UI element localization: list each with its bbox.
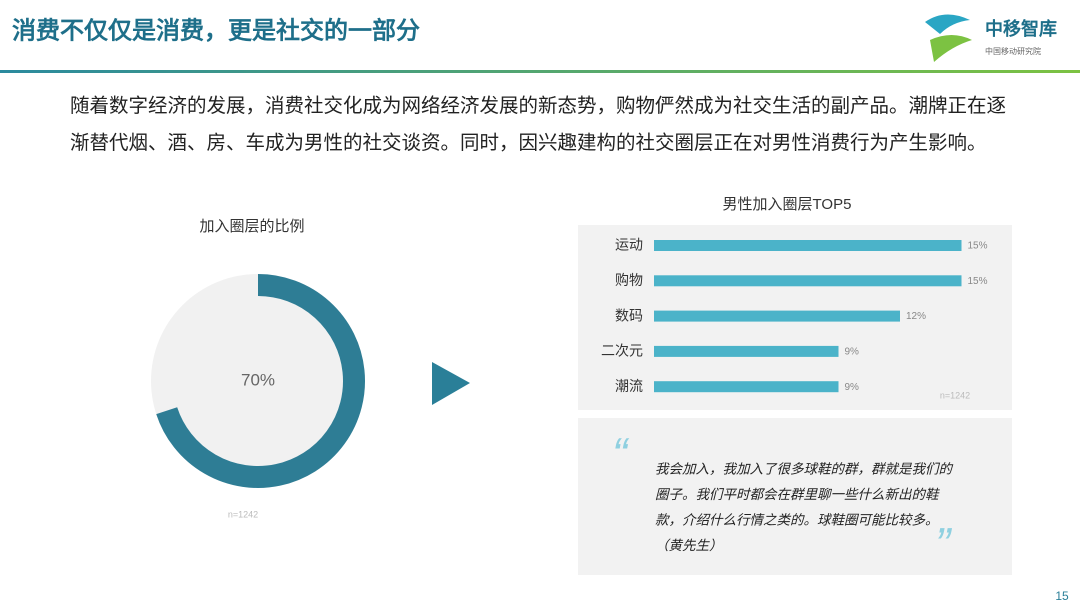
slide-title: 消费不仅仅是消费，更是社交的一部分 (12, 16, 420, 44)
quote-line: 我会加入，我加入了很多球鞋的群，群就是我们的 (655, 462, 953, 477)
y-tick-label: 运动 (615, 237, 643, 253)
arrow (432, 362, 470, 405)
y-tick-label: 二次元 (601, 343, 643, 359)
quote-line: （黄先生） (655, 538, 723, 553)
quote-close: ” (935, 518, 953, 570)
logo-text: 中移智库 (985, 18, 1057, 39)
y-tick-label: 数码 (615, 307, 643, 323)
chart-title: 加入圈层的比例 (199, 218, 304, 235)
data-label: 70% (241, 370, 275, 389)
sample-note: n=1242 (228, 509, 258, 519)
quote-line: 款，介绍什么行情之类的。球鞋圈可能比较多。 (655, 513, 939, 528)
header-rule (0, 70, 1080, 73)
bar (654, 345, 839, 357)
logo-subtext: 中国移动研究院 (985, 46, 1041, 56)
page-number: 15 (1055, 589, 1069, 603)
data-label: 9% (845, 347, 860, 358)
y-tick-label: 潮流 (615, 378, 643, 394)
paragraph: 随着数字经济的发展，消费社交化成为网络经济发展的新态势，购物俨然成为社交生活的副… (70, 95, 1007, 154)
bar (654, 310, 900, 322)
data-label: 9% (845, 382, 860, 393)
bar (654, 381, 839, 393)
y-tick-label: 购物 (615, 272, 643, 288)
quote-open: “ (612, 428, 630, 480)
quote-panel (578, 418, 1012, 575)
bar (654, 275, 962, 287)
data-label: 15% (968, 276, 988, 287)
chart-title: 男性加入圈层TOP5 (723, 196, 852, 213)
data-label: 12% (906, 311, 926, 322)
bar (654, 240, 962, 251)
donut-track (151, 274, 365, 488)
donut-segment (156, 274, 365, 488)
logo (925, 14, 972, 62)
data-label: 15% (968, 241, 988, 252)
quote-line: 圈子。我们平时都会在群里聊一些什么新出的鞋 (655, 487, 940, 502)
sample-note: n=1242 (940, 390, 970, 400)
